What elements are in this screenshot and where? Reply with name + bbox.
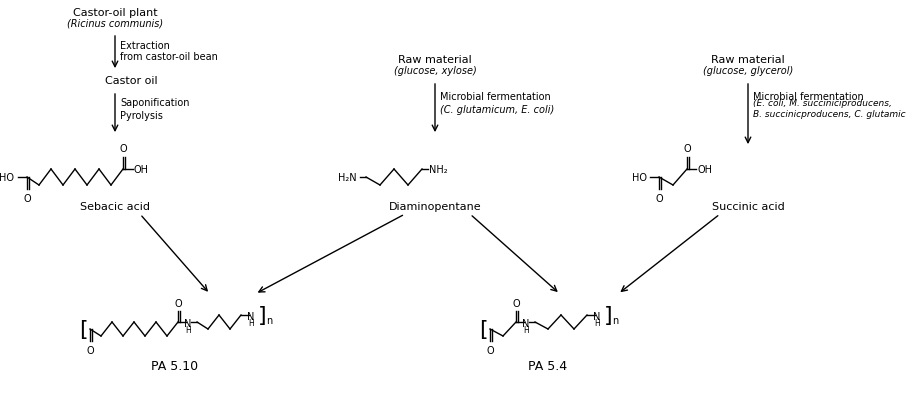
Text: Succinic acid: Succinic acid <box>711 201 785 211</box>
Text: Saponification: Saponification <box>120 98 189 108</box>
Text: H: H <box>185 326 191 335</box>
Text: OH: OH <box>697 164 712 174</box>
Text: O: O <box>175 298 183 308</box>
Text: HO: HO <box>0 172 14 182</box>
Text: Extraction: Extraction <box>120 41 170 51</box>
Text: (C. glutamicum, E. coli): (C. glutamicum, E. coli) <box>440 105 554 115</box>
Text: n: n <box>612 315 618 325</box>
Text: N: N <box>247 311 255 321</box>
Text: from castor-oil bean: from castor-oil bean <box>120 52 217 62</box>
Text: (E. coli, M. succiniciproducens,
B. succinicproducens, C. glutamicum): (E. coli, M. succiniciproducens, B. succ… <box>753 99 906 119</box>
Text: O: O <box>656 194 663 203</box>
Text: O: O <box>487 345 495 355</box>
Text: PA 5.10: PA 5.10 <box>151 359 198 372</box>
Text: N: N <box>523 318 530 328</box>
Text: H: H <box>248 319 254 328</box>
Text: NH₂: NH₂ <box>429 164 448 174</box>
Text: N: N <box>593 311 601 321</box>
Text: HO: HO <box>632 172 647 182</box>
Text: ]: ] <box>604 305 612 325</box>
Text: O: O <box>684 144 691 154</box>
Text: O: O <box>513 298 521 308</box>
Text: n: n <box>266 315 272 325</box>
Text: (Ricinus communis): (Ricinus communis) <box>67 19 163 29</box>
Text: Microbial fermentation: Microbial fermentation <box>753 92 863 102</box>
Text: Raw material: Raw material <box>711 55 785 65</box>
Text: PA 5.4: PA 5.4 <box>528 359 567 372</box>
Text: Castor oil: Castor oil <box>105 76 158 86</box>
Text: O: O <box>87 345 94 355</box>
Text: O: O <box>24 194 32 203</box>
Text: Pyrolysis: Pyrolysis <box>120 111 163 121</box>
Text: (glucose, glycerol): (glucose, glycerol) <box>703 66 793 76</box>
Text: O: O <box>120 144 128 154</box>
Text: Microbial fermentation: Microbial fermentation <box>440 92 551 102</box>
Text: H: H <box>523 326 529 335</box>
Text: [: [ <box>80 319 88 339</box>
Text: [: [ <box>479 319 488 339</box>
Text: Raw material: Raw material <box>398 55 472 65</box>
Text: Diaminopentane: Diaminopentane <box>389 201 481 211</box>
Text: (glucose, xylose): (glucose, xylose) <box>393 66 477 76</box>
Text: ]: ] <box>258 305 266 325</box>
Text: OH: OH <box>134 164 149 174</box>
Text: H₂N: H₂N <box>338 172 357 182</box>
Text: Castor-oil plant: Castor-oil plant <box>72 8 158 18</box>
Text: Sebacic acid: Sebacic acid <box>80 201 150 211</box>
Text: H: H <box>594 319 600 328</box>
Text: N: N <box>184 318 192 328</box>
